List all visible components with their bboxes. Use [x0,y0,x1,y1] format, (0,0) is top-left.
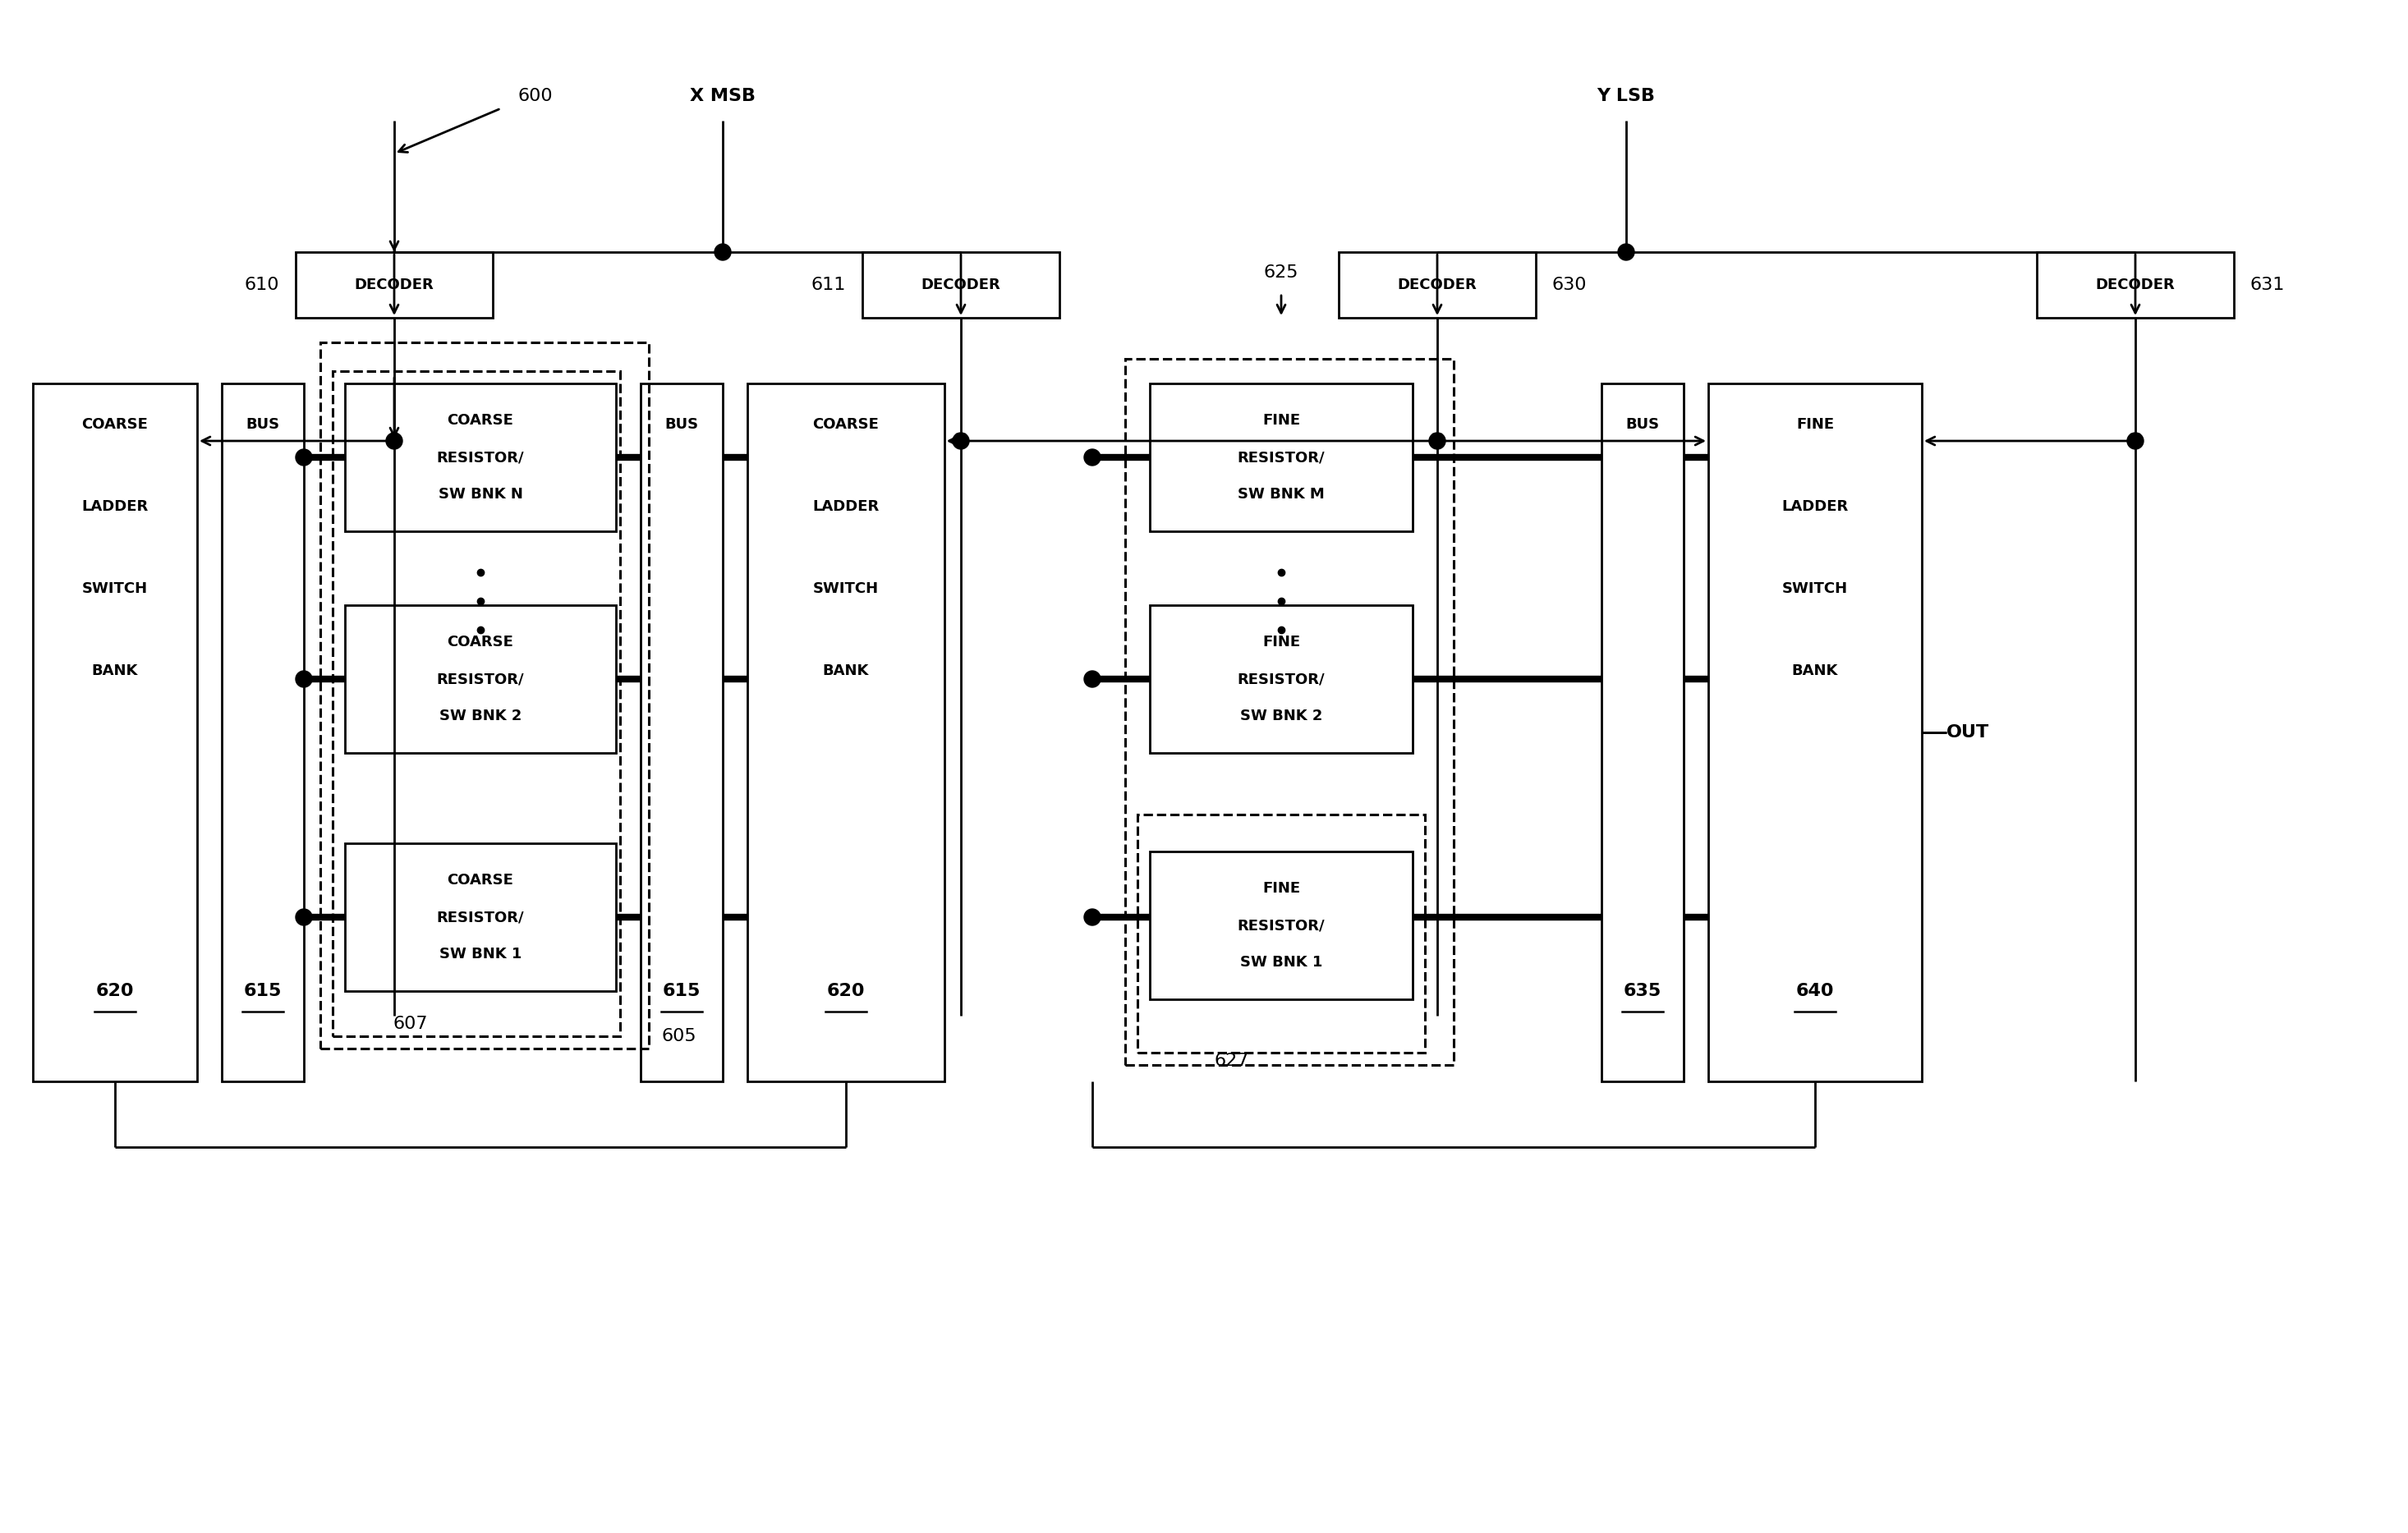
Text: LADDER: LADDER [1782,500,1849,514]
Bar [746,383,944,1081]
Text: FINE: FINE [1262,881,1300,895]
Bar [1707,383,1922,1081]
Text: COARSE: COARSE [814,417,879,432]
Text: DECODER: DECODER [1397,277,1476,293]
Bar [1601,383,1683,1081]
Text: LADDER: LADDER [82,500,149,514]
Bar [344,843,616,990]
Text: COARSE: COARSE [82,417,149,432]
Text: LADDER: LADDER [811,500,879,514]
Text: Y LSB: Y LSB [1597,87,1654,104]
Text: SW BNK 2: SW BNK 2 [1240,708,1322,724]
Bar [34,383,197,1081]
Text: RESISTOR/: RESISTOR/ [1238,918,1324,932]
Text: BUS: BUS [665,417,698,432]
Circle shape [954,432,968,449]
Text: BUS: BUS [246,417,279,432]
Text: X MSB: X MSB [689,87,756,104]
Text: FINE: FINE [1796,417,1835,432]
Text: DECODER: DECODER [2095,277,2174,293]
Bar [344,383,616,532]
Text: 630: 630 [1553,277,1587,293]
Text: DECODER: DECODER [354,277,433,293]
Text: 635: 635 [1623,983,1662,1000]
Text: SW BNK N: SW BNK N [438,487,523,501]
Circle shape [296,671,313,687]
Circle shape [296,449,313,466]
Text: SWITCH: SWITCH [1782,581,1847,596]
Text: RESISTOR/: RESISTOR/ [436,909,525,924]
Circle shape [1084,909,1100,926]
Text: BANK: BANK [92,664,137,678]
Text: RESISTOR/: RESISTOR/ [1238,671,1324,687]
Text: OUT: OUT [1946,724,1989,740]
Text: BUS: BUS [1625,417,1659,432]
Bar [1137,814,1426,1053]
Text: RESISTOR/: RESISTOR/ [436,451,525,464]
Bar [862,251,1060,317]
Text: FINE: FINE [1262,412,1300,428]
Text: 627: 627 [1214,1053,1250,1069]
Bar [1339,251,1536,317]
Text: 615: 615 [243,983,282,1000]
Text: COARSE: COARSE [448,412,513,428]
Text: SWITCH: SWITCH [82,581,147,596]
Bar [2037,251,2235,317]
Text: 600: 600 [518,87,551,104]
Circle shape [1084,671,1100,687]
Circle shape [296,909,313,926]
Bar [344,606,616,753]
Bar [1125,359,1454,1065]
Text: SW BNK M: SW BNK M [1238,487,1324,501]
Bar [332,371,621,1036]
Text: BANK: BANK [1792,664,1837,678]
Text: COARSE: COARSE [448,872,513,888]
Text: COARSE: COARSE [448,635,513,650]
Text: 610: 610 [243,277,279,293]
Circle shape [2126,432,2143,449]
Text: SW BNK 2: SW BNK 2 [438,708,523,724]
Circle shape [715,244,732,261]
Text: 607: 607 [393,1016,429,1032]
Text: DECODER: DECODER [922,277,1002,293]
Bar [320,342,648,1049]
Text: 620: 620 [96,983,135,1000]
Text: 611: 611 [811,277,845,293]
Text: 640: 640 [1796,983,1835,1000]
Circle shape [1428,432,1445,449]
Bar [296,251,494,317]
Text: BANK: BANK [824,664,869,678]
Bar [1149,383,1413,532]
Text: 631: 631 [2251,277,2285,293]
Text: SWITCH: SWITCH [814,581,879,596]
Text: 605: 605 [662,1029,696,1044]
Bar [1149,606,1413,753]
Text: 625: 625 [1264,264,1298,281]
Text: FINE: FINE [1262,635,1300,650]
Text: SW BNK 1: SW BNK 1 [1240,955,1322,970]
Circle shape [1618,244,1635,261]
Bar [641,383,722,1081]
Bar [1149,851,1413,1000]
Text: RESISTOR/: RESISTOR/ [1238,451,1324,464]
Circle shape [1084,449,1100,466]
Bar [222,383,303,1081]
Text: 620: 620 [826,983,864,1000]
Circle shape [385,432,402,449]
Text: 615: 615 [662,983,701,1000]
Text: SW BNK 1: SW BNK 1 [438,947,523,961]
Text: RESISTOR/: RESISTOR/ [436,671,525,687]
